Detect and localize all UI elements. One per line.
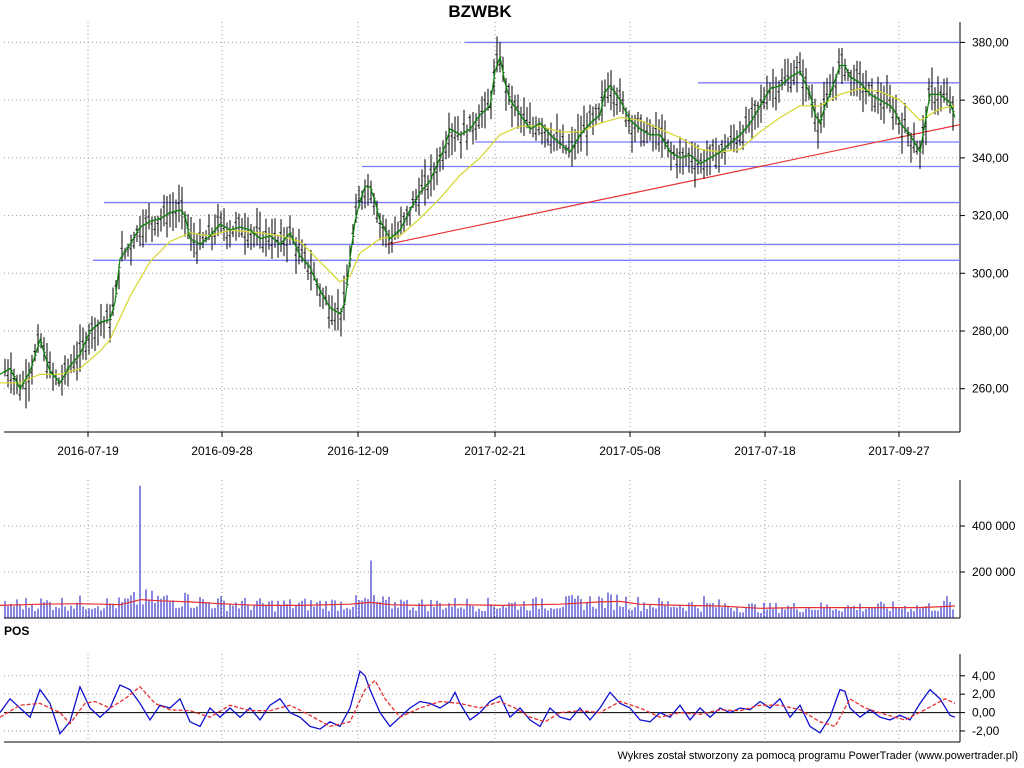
chart-title: BZWBK bbox=[448, 2, 512, 21]
price-x-tick-label: 2017-02-21 bbox=[464, 444, 526, 458]
volume-y-tick-label: 400 000 bbox=[972, 519, 1016, 533]
pos-y-tick-label: 4,00 bbox=[972, 669, 996, 683]
pos-line bbox=[0, 669, 956, 736]
pos-panel-title: POS bbox=[4, 624, 30, 638]
price-y-tick-label: 360,00 bbox=[972, 93, 1009, 107]
price-x-tick-label: 2017-09-27 bbox=[868, 444, 930, 458]
moving-average-line bbox=[0, 87, 956, 384]
footer-credit: Wykres został stworzony za pomocą progra… bbox=[617, 750, 1018, 762]
short-moving-average-line bbox=[0, 54, 956, 390]
price-y-tick-label: 320,00 bbox=[972, 209, 1009, 223]
price-x-tick-label: 2016-12-09 bbox=[327, 444, 389, 458]
price-y-tick-label: 280,00 bbox=[972, 324, 1009, 338]
volume-average-line bbox=[0, 598, 956, 609]
volume-bars bbox=[4, 485, 954, 618]
price-x-tick-label: 2017-07-18 bbox=[734, 444, 796, 458]
price-y-tick-label: 260,00 bbox=[972, 382, 1009, 396]
pos-y-tick-label: -2,00 bbox=[972, 724, 1000, 738]
pos-y-tick-label: 0,00 bbox=[972, 706, 996, 720]
pos-signal-line bbox=[0, 679, 956, 728]
price-y-tick-label: 340,00 bbox=[972, 151, 1009, 165]
volume-y-tick-label: 200 000 bbox=[972, 565, 1016, 579]
price-y-tick-label: 300,00 bbox=[972, 266, 1009, 280]
ohlc-bars bbox=[3, 36, 955, 409]
price-y-tick-label: 380,00 bbox=[972, 35, 1009, 49]
pos-y-tick-label: 2,00 bbox=[972, 687, 996, 701]
price-x-tick-label: 2016-09-28 bbox=[191, 444, 253, 458]
price-x-tick-label: 2017-05-08 bbox=[599, 444, 661, 458]
trend-line bbox=[386, 124, 961, 246]
price-x-tick-label: 2016-07-19 bbox=[57, 444, 119, 458]
